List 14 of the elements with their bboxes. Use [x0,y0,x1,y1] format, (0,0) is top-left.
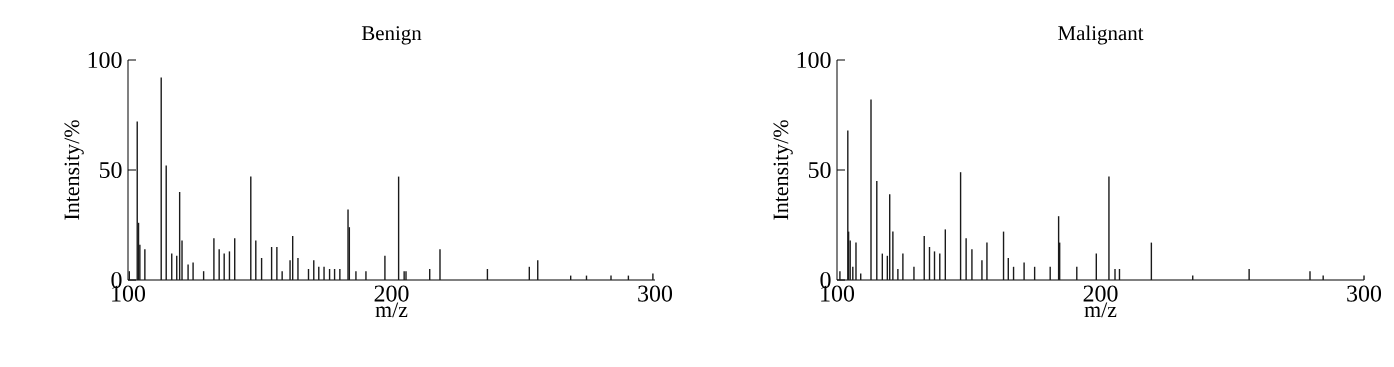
y-tick-label: 50 [99,161,122,179]
chart-title: Benign [361,26,422,45]
x-tick-label: 300 [1347,285,1382,302]
y-tick-label: 100 [88,51,122,69]
x-axis-title: m/z [1084,302,1117,318]
chart-title: Malignant [1058,25,1144,45]
x-tick-label: 300 [638,285,673,302]
x-tick-label: 200 [374,285,409,302]
y-tick-label: 50 [808,161,831,179]
y-axis-title: Intensity/% [773,120,793,220]
y-axis-title: Intensity/% [64,120,84,220]
x-tick-label: 200 [1083,285,1118,302]
y-tick-label: 100 [797,51,831,69]
x-axis-title: m/z [375,302,408,318]
